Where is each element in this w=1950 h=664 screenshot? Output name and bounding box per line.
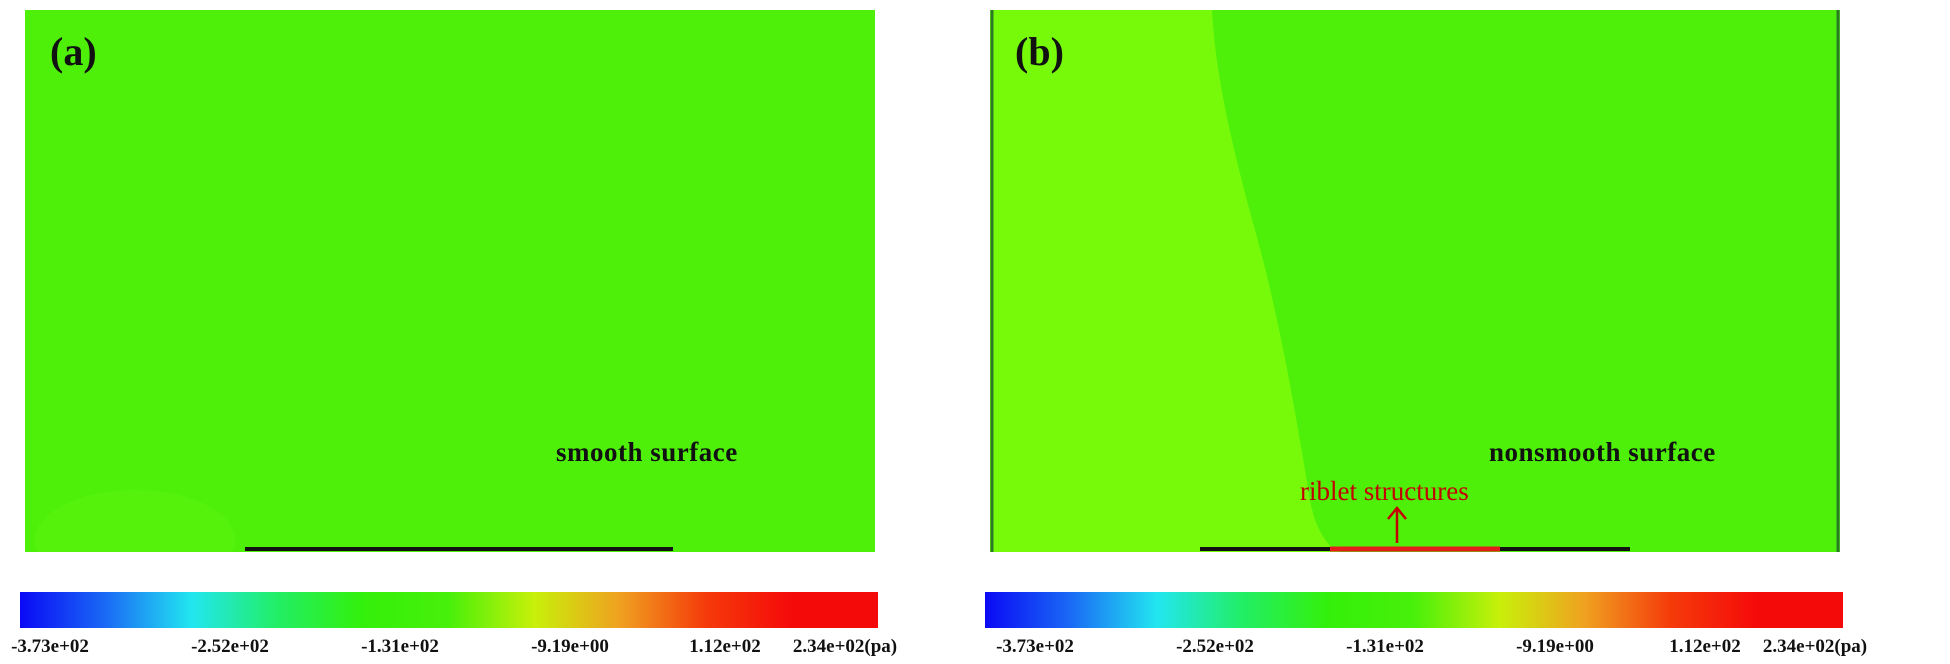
colorbar-tick: -9.19e+00 bbox=[531, 636, 609, 657]
panel-b: (b) nonsmooth surface riblet structures … bbox=[985, 0, 1868, 664]
colorbar-ticks-a: -3.73e+02 -2.52e+02 -1.31e+02 -9.19e+00 … bbox=[11, 636, 900, 660]
riblet-label: riblet structures bbox=[1300, 476, 1469, 506]
colorbar-a bbox=[20, 592, 878, 628]
panel-letter-b: (b) bbox=[1015, 29, 1064, 74]
colorbar-tick: 1.12e+02 bbox=[689, 636, 761, 657]
colorbar-tick: -1.31e+02 bbox=[361, 636, 439, 657]
colorbar-gradient-b bbox=[985, 592, 1843, 628]
contour-svg-b bbox=[990, 10, 1840, 552]
colorbar-tick: -2.52e+02 bbox=[191, 636, 269, 657]
field-background-a bbox=[25, 10, 875, 552]
panel-a: (a) smooth surface -3.73e+02 -2.52e+02 -… bbox=[11, 0, 900, 664]
colorbar-b bbox=[985, 592, 1843, 628]
colorbar-tick: -1.31e+02 bbox=[1346, 636, 1424, 657]
pressure-contour-plot-a bbox=[25, 10, 875, 552]
colorbar-tick: -2.52e+02 bbox=[1176, 636, 1254, 657]
surface-label-b: nonsmooth surface bbox=[1489, 437, 1716, 467]
colorbar-ticks-b: -3.73e+02 -2.52e+02 -1.31e+02 -9.19e+00 … bbox=[985, 636, 1868, 660]
high-pressure-region-b bbox=[990, 10, 1340, 552]
colorbar-tick: -9.19e+00 bbox=[1516, 636, 1594, 657]
colorbar-tick: 2.34e+02(pa) bbox=[1762, 636, 1868, 657]
panel-letter-a: (a) bbox=[50, 29, 97, 74]
riblet-arrow-icon bbox=[1387, 506, 1407, 543]
low-pressure-blob-a bbox=[35, 490, 235, 552]
colorbar-tick: 1.12e+02 bbox=[1669, 636, 1741, 657]
colorbar-tick: -3.73e+02 bbox=[996, 636, 1074, 657]
surface-label-a: smooth surface bbox=[556, 437, 738, 467]
colorbar-tick: -3.73e+02 bbox=[11, 636, 89, 657]
pressure-contour-plot-b bbox=[990, 10, 1840, 552]
colorbar-gradient-a bbox=[20, 592, 878, 628]
contour-svg-a bbox=[25, 10, 875, 552]
colorbar-tick: 2.34e+02(pa) bbox=[792, 636, 898, 657]
